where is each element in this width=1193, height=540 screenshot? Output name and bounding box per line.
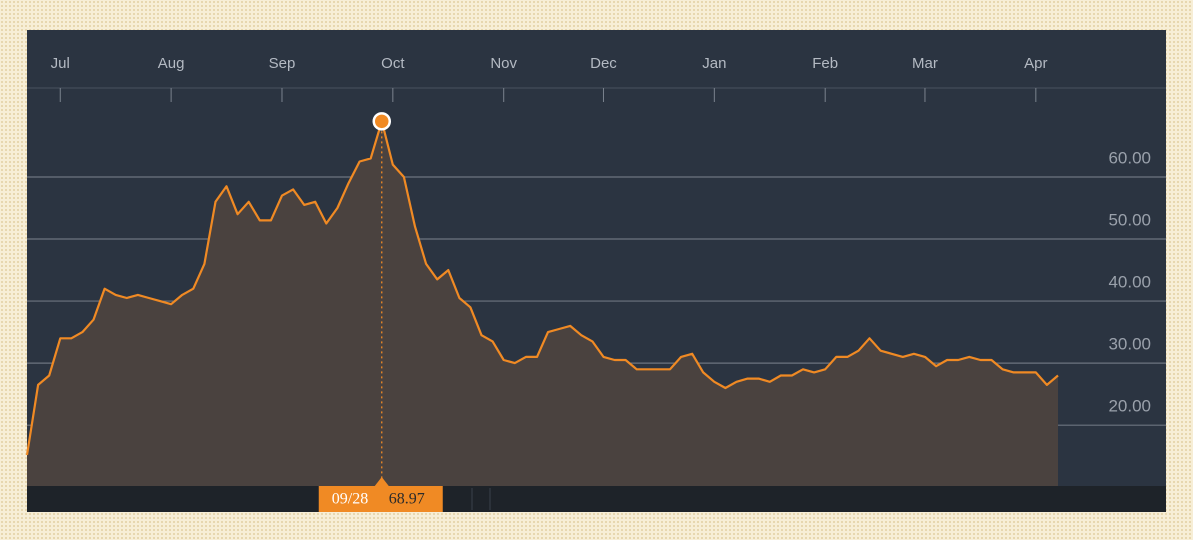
area-fill [27, 121, 1058, 487]
y-tick-label: 40.00 [1108, 273, 1151, 292]
x-tick-label: Aug [158, 55, 185, 72]
tooltip-value: 68.97 [389, 491, 425, 508]
y-tick-label: 50.00 [1108, 211, 1151, 230]
x-tick-label: Mar [912, 55, 938, 72]
x-tick-label: Feb [812, 55, 838, 72]
x-tick-label: Apr [1024, 55, 1047, 72]
y-tick-label: 30.00 [1108, 335, 1151, 354]
tooltip-box [318, 486, 443, 512]
bottom-bar [27, 486, 1166, 512]
price-line [25, 120, 1059, 456]
x-tick-label: Jul [51, 55, 70, 72]
y-tick-label: 60.00 [1108, 148, 1151, 167]
x-tick-label: Sep [269, 55, 296, 72]
x-tick-label: Oct [381, 55, 405, 72]
y-tick-label: 20.00 [1108, 397, 1151, 416]
x-tick-label: Nov [490, 55, 517, 72]
tooltip-date: 09/28 [332, 491, 368, 508]
tooltip-pointer [374, 477, 389, 486]
x-tick-label: Dec [590, 55, 617, 72]
x-tick-label: Jan [702, 55, 726, 72]
highlight-point [372, 112, 392, 131]
